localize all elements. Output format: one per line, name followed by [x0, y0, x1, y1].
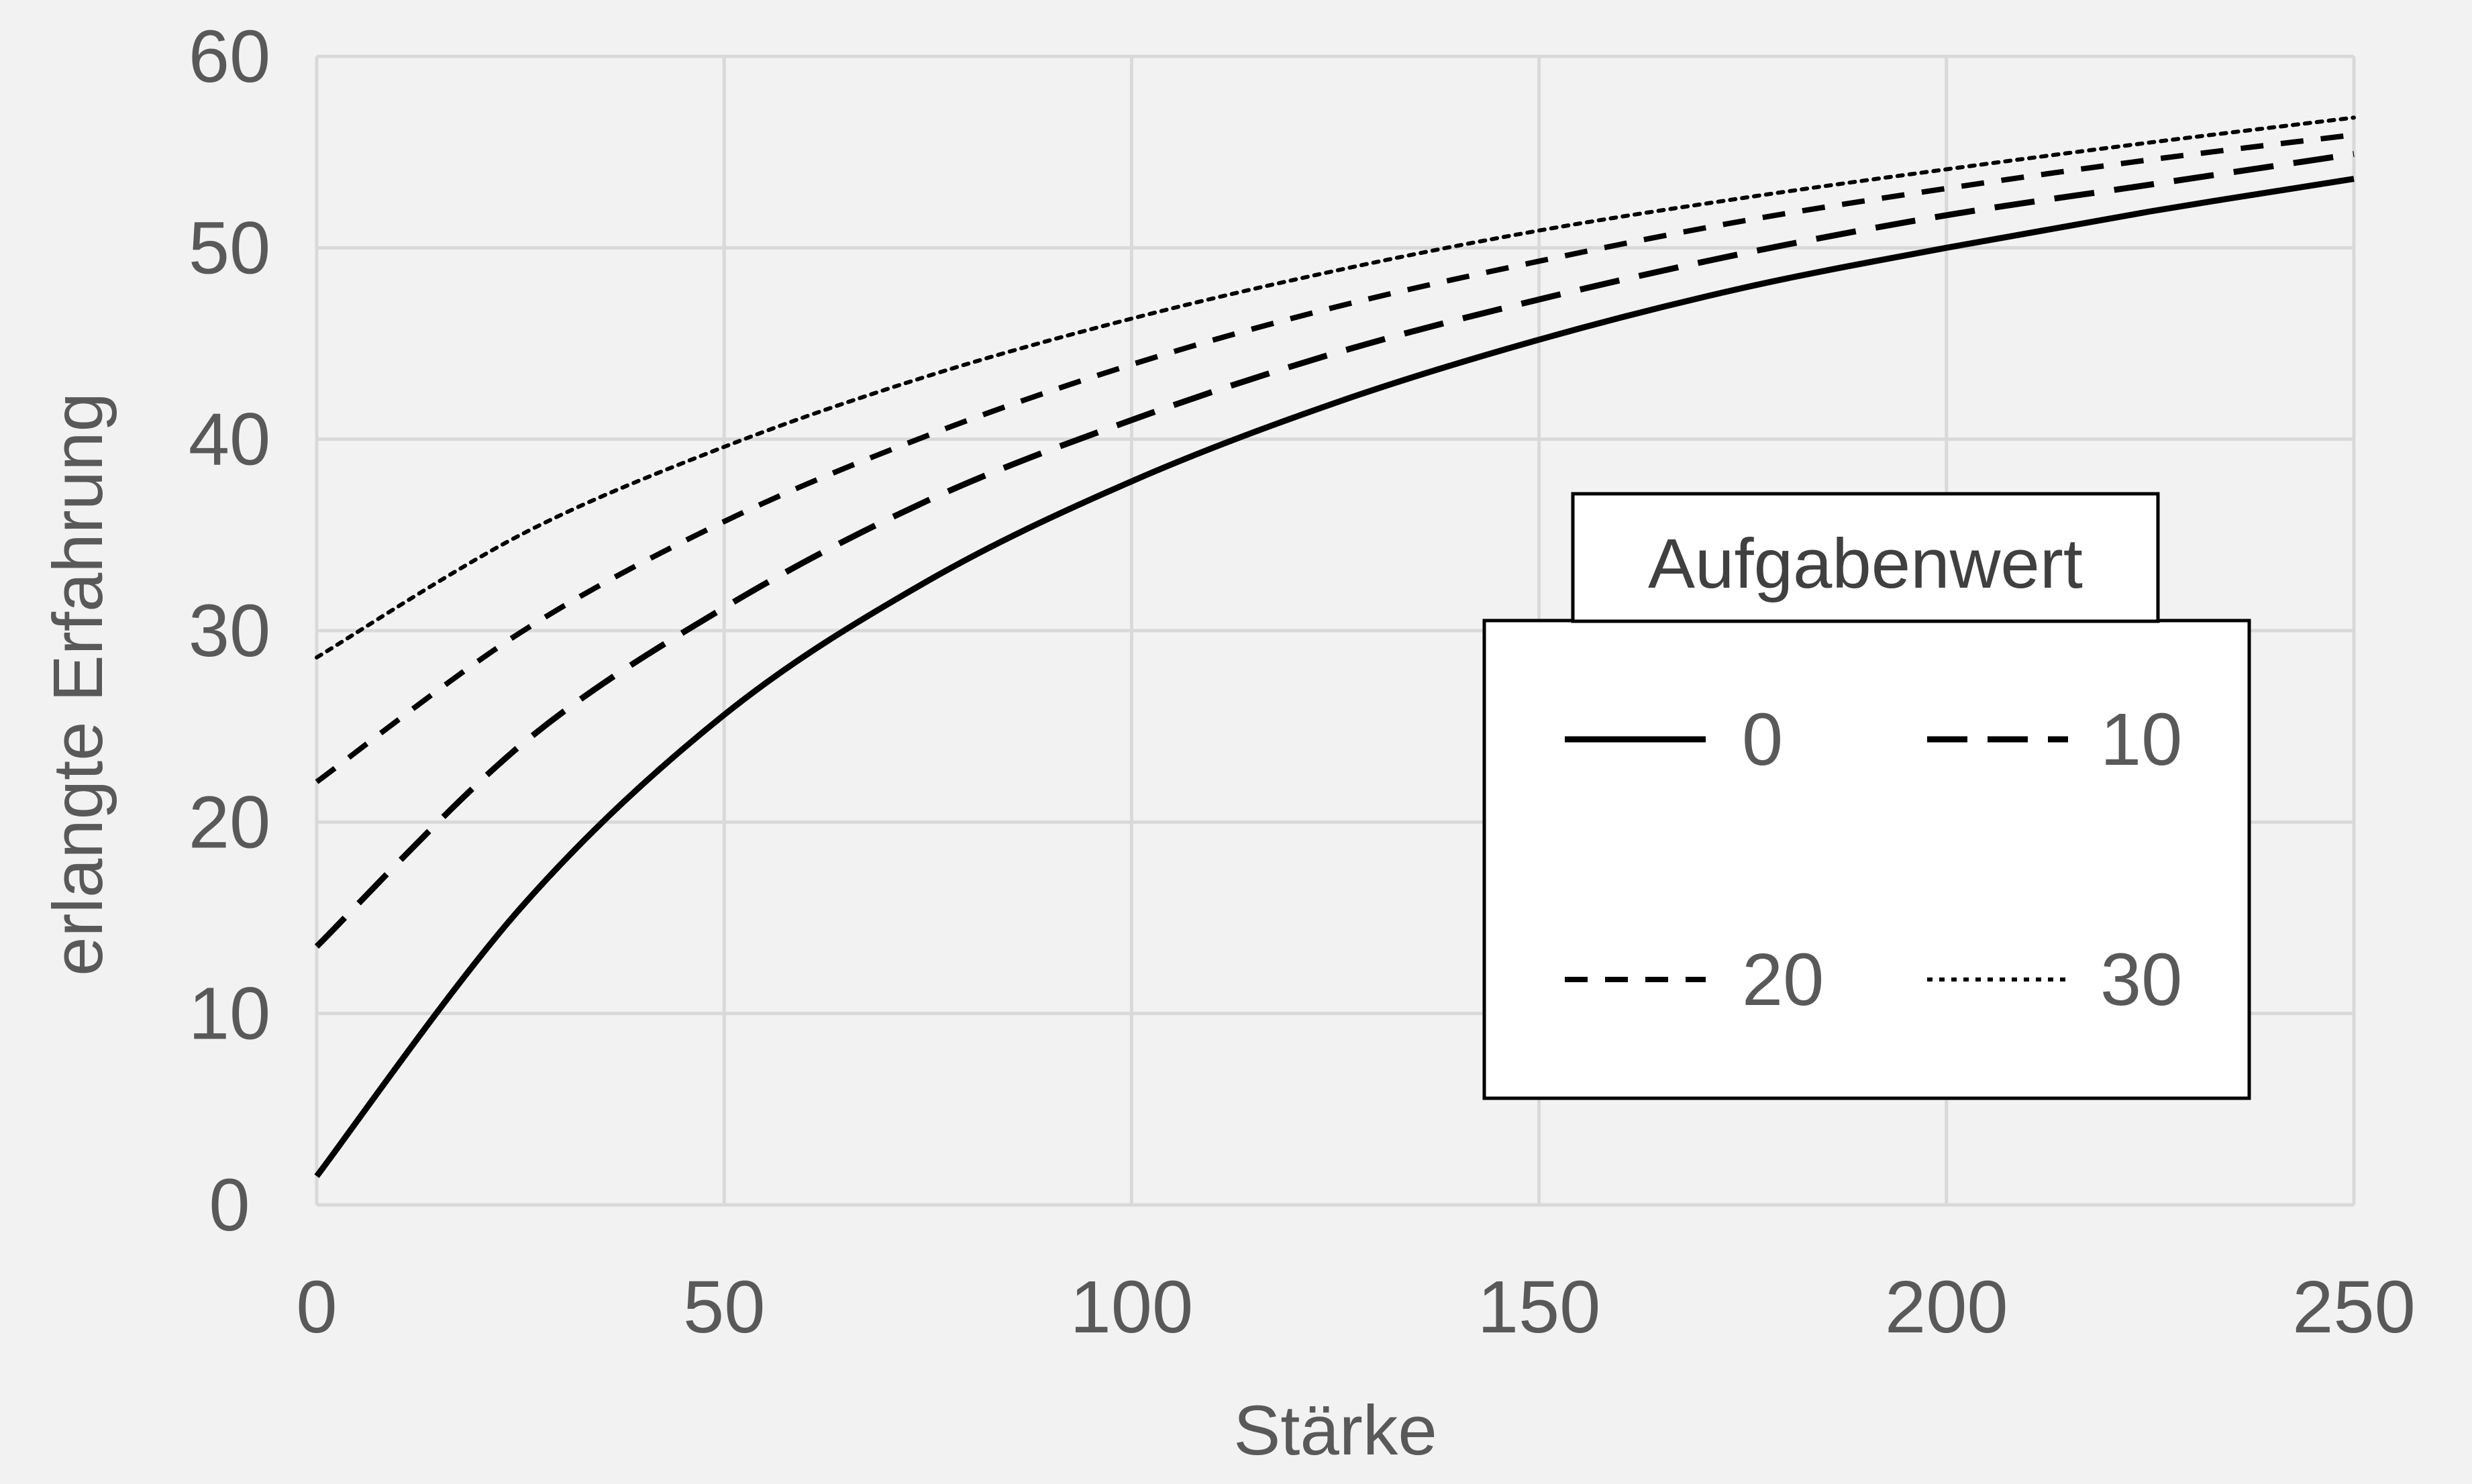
x-axis-title: Stärke — [1233, 1391, 1437, 1470]
series-line-30 — [315, 115, 2356, 659]
legend-label-20: 20 — [1742, 939, 1824, 1021]
x-tick-label: 200 — [1885, 1266, 2008, 1348]
y-tick-label: 30 — [189, 590, 270, 672]
legend-title: Aufgabenwert — [1648, 525, 2083, 603]
y-tick-label: 60 — [189, 15, 270, 98]
x-tick-label: 50 — [683, 1266, 765, 1348]
legend: Aufgabenwert 0 10 20 30 — [1482, 492, 2251, 1100]
y-tick-label: 0 — [209, 1164, 250, 1247]
x-tick-label: 0 — [296, 1266, 337, 1348]
y-tick-label: 10 — [189, 973, 270, 1055]
x-tick-label: 100 — [1070, 1266, 1194, 1348]
legend-title-box — [1571, 492, 2160, 623]
x-tick-label: 150 — [1478, 1266, 1601, 1348]
y-axis-title: erlangte Erfahrung — [39, 392, 117, 976]
series-line-20 — [315, 132, 2355, 784]
legend-box — [1482, 619, 2251, 1100]
x-tick-label: 250 — [2292, 1266, 2416, 1348]
y-tick-label: 50 — [189, 207, 270, 289]
legend-label-30: 30 — [2100, 939, 2182, 1021]
legend-label-0: 0 — [1742, 698, 1783, 781]
y-tick-label: 40 — [189, 399, 270, 481]
series-lines — [314, 115, 2356, 1178]
legend-label-10: 10 — [2100, 698, 2182, 781]
series-line-10 — [314, 151, 2355, 949]
series-line-0 — [314, 176, 2355, 1178]
y-tick-label: 20 — [189, 781, 270, 863]
